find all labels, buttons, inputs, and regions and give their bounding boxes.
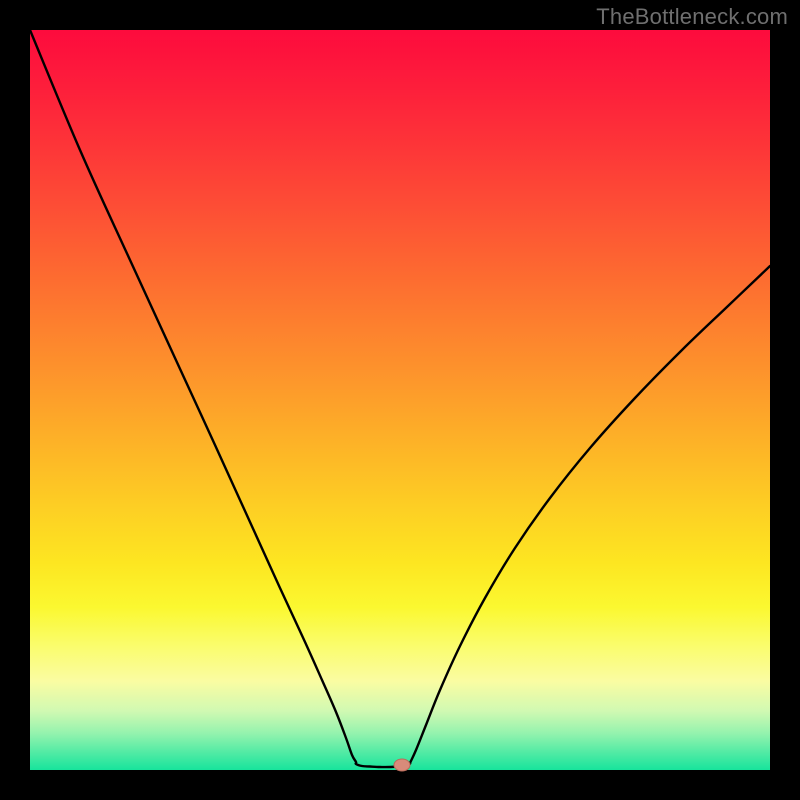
bottleneck-chart	[0, 0, 800, 800]
optimal-point-marker	[394, 759, 410, 771]
plot-area	[30, 30, 770, 770]
watermark-text: TheBottleneck.com	[596, 4, 788, 30]
